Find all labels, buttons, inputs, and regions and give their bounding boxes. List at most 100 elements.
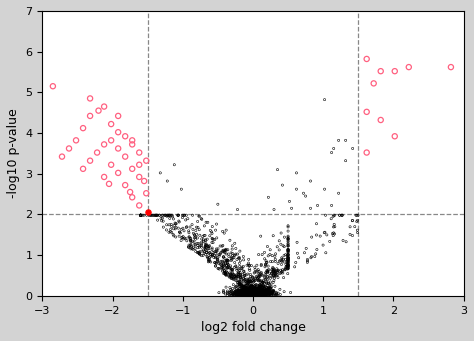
- Point: [279, 268, 286, 274]
- Point: [252, 293, 260, 298]
- Point: [246, 268, 254, 273]
- Point: [217, 262, 224, 267]
- Point: [241, 293, 249, 298]
- Point: [213, 235, 220, 241]
- Point: [249, 275, 256, 281]
- Point: [178, 187, 185, 192]
- Point: [241, 291, 249, 296]
- Point: [251, 287, 259, 293]
- Point: [206, 250, 214, 255]
- Point: [262, 288, 269, 294]
- Point: [185, 230, 193, 236]
- Point: [243, 292, 251, 298]
- Point: [137, 212, 145, 218]
- Point: [266, 290, 274, 296]
- Point: [172, 226, 179, 232]
- Point: [138, 212, 146, 218]
- Point: [237, 279, 244, 284]
- Point: [245, 289, 252, 295]
- Point: [227, 287, 235, 292]
- Point: [233, 291, 240, 297]
- Point: [246, 291, 253, 296]
- Point: [238, 277, 246, 283]
- Point: [245, 293, 252, 298]
- Point: [283, 253, 291, 258]
- Point: [251, 291, 258, 296]
- Point: [270, 289, 277, 294]
- Point: [219, 248, 227, 253]
- Point: [293, 240, 301, 245]
- Point: [174, 225, 182, 231]
- Point: [330, 222, 338, 227]
- Point: [140, 178, 148, 184]
- Point: [228, 288, 236, 294]
- Point: [213, 221, 220, 227]
- Point: [188, 246, 196, 251]
- Point: [250, 291, 257, 296]
- Point: [237, 293, 244, 298]
- Point: [237, 275, 245, 280]
- Point: [246, 290, 253, 295]
- Point: [231, 272, 238, 278]
- Point: [238, 292, 246, 297]
- Point: [186, 236, 194, 241]
- Point: [235, 292, 242, 298]
- Point: [253, 263, 261, 268]
- Point: [249, 291, 257, 296]
- Point: [250, 286, 257, 291]
- Point: [121, 182, 129, 188]
- Point: [270, 278, 278, 283]
- Point: [246, 290, 253, 295]
- Point: [242, 281, 250, 286]
- Point: [234, 291, 241, 296]
- Point: [192, 249, 200, 254]
- Point: [284, 236, 292, 242]
- Point: [246, 292, 254, 297]
- Point: [233, 292, 241, 298]
- Point: [178, 235, 186, 240]
- Point: [242, 290, 250, 296]
- Point: [208, 231, 216, 236]
- Point: [256, 289, 264, 294]
- Point: [237, 292, 245, 298]
- Point: [252, 288, 260, 294]
- Point: [270, 269, 277, 275]
- Point: [238, 288, 246, 294]
- Point: [252, 287, 260, 292]
- Point: [175, 218, 182, 224]
- Point: [246, 286, 254, 292]
- Point: [284, 255, 292, 261]
- Point: [284, 265, 292, 270]
- Point: [257, 262, 265, 267]
- Point: [314, 203, 321, 208]
- X-axis label: log2 fold change: log2 fold change: [201, 321, 305, 334]
- Point: [240, 284, 247, 289]
- Point: [243, 263, 251, 268]
- Point: [252, 293, 260, 298]
- Point: [237, 282, 245, 287]
- Point: [248, 289, 255, 295]
- Point: [236, 286, 244, 291]
- Point: [249, 284, 257, 289]
- Point: [247, 284, 255, 290]
- Point: [221, 271, 229, 276]
- Point: [228, 276, 235, 281]
- Point: [214, 266, 222, 271]
- Point: [346, 232, 354, 237]
- Point: [232, 263, 239, 269]
- Point: [294, 251, 301, 256]
- Point: [313, 247, 321, 252]
- Point: [267, 282, 275, 288]
- Point: [100, 104, 108, 109]
- Point: [186, 224, 194, 230]
- Point: [243, 290, 250, 295]
- Point: [266, 270, 273, 276]
- Point: [253, 291, 261, 296]
- Point: [187, 238, 194, 243]
- Point: [283, 258, 291, 264]
- Point: [191, 246, 199, 251]
- Point: [284, 255, 292, 261]
- Point: [202, 243, 210, 248]
- Point: [255, 290, 263, 295]
- Point: [223, 257, 231, 263]
